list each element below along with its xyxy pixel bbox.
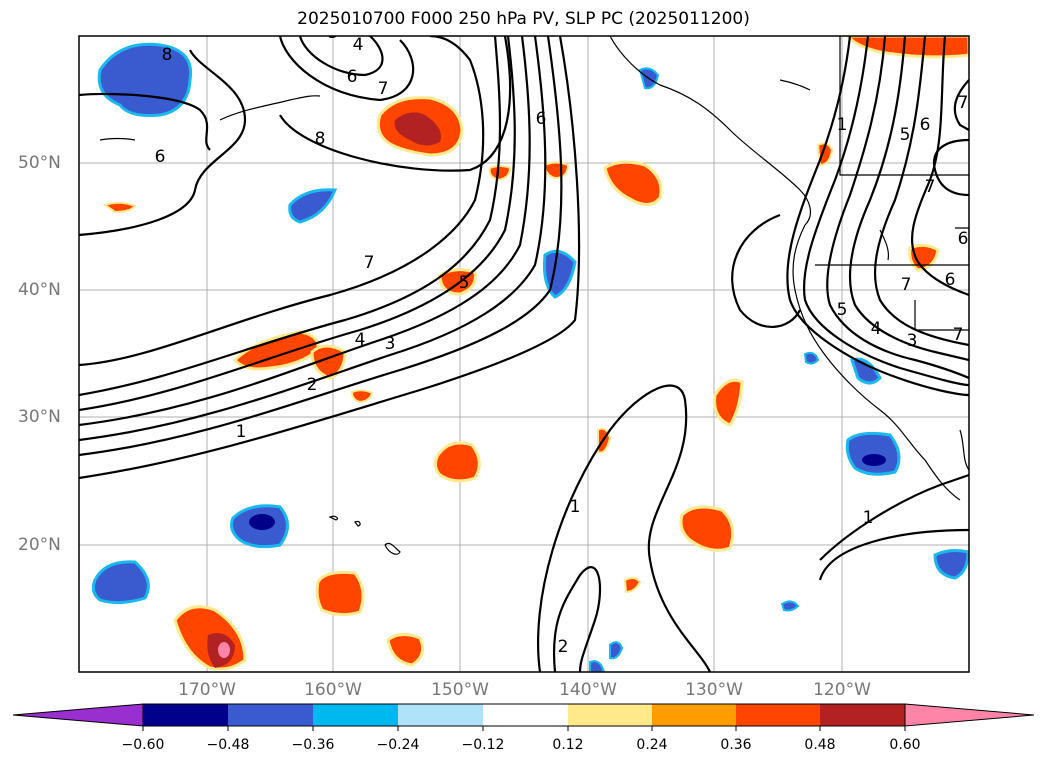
contour-label: 5: [459, 273, 470, 293]
pv-blob-positive-max: [218, 642, 230, 658]
colorbar-tick-label: −0.60: [121, 737, 165, 753]
colorbar-tick-label: 0.48: [804, 737, 836, 753]
colorbar-swatch: [820, 704, 905, 726]
pv-blob-negative: [803, 351, 820, 365]
contour-label: 7: [953, 325, 964, 345]
contour-label: 6: [945, 270, 956, 290]
pv-blob-positive: [679, 505, 735, 552]
contour-labels: 8 4 3 6 7 8 6 6 7 5 4 3 2 1 1 2 1 1 7 6 …: [155, 23, 969, 657]
pv-blob-positive: [102, 201, 137, 214]
colorbar-tick-label: −0.36: [291, 737, 335, 753]
colorbar-extend-low: [12, 703, 144, 727]
lon-label: 120°W: [813, 680, 871, 700]
coastlines: [99, 36, 969, 555]
contour-label: 8: [162, 45, 173, 65]
map-frame: [78, 35, 970, 673]
pv-blob-negative: [850, 357, 882, 385]
pv-blob-positive: [433, 441, 481, 483]
pv-blob-positive: [816, 142, 834, 167]
contour-label: 1: [236, 422, 247, 442]
pv-blob-positive: [603, 160, 663, 206]
pv-blob-positive: [350, 389, 374, 404]
contour-label: 7: [378, 79, 389, 99]
contour-label: 7: [901, 275, 912, 295]
colorbar-swatch: [313, 704, 398, 726]
colorbar-tick-label: 0.36: [720, 737, 752, 753]
colorbar-swatch: [652, 704, 736, 726]
pv-blob-negative: [933, 549, 969, 580]
contour-label: 7: [925, 177, 936, 197]
contour-label: 2: [307, 375, 318, 395]
pv-blob-negative: [91, 560, 150, 605]
contour-label: 5: [837, 300, 848, 320]
colorbar-swatch: [736, 704, 820, 726]
contour-label: 3: [385, 334, 396, 354]
colorbar-swatch: [143, 704, 228, 726]
contour-label: 6: [920, 115, 931, 135]
pv-blob-positive: [908, 243, 940, 272]
pv-blob-positive: [543, 161, 570, 180]
pv-blob-positive: [846, 36, 969, 59]
contour-label: 7: [958, 93, 969, 113]
pv-blob-negative-core: [249, 514, 275, 530]
lat-label: 20°N: [18, 535, 61, 555]
contour-label: 3: [907, 331, 918, 351]
colorbar-tick-label: −0.24: [376, 737, 420, 753]
colorbar-tick-label: 0.60: [889, 737, 921, 753]
pv-blob-positive: [713, 378, 744, 427]
contour-label: 1: [837, 115, 848, 135]
contour-label: 4: [871, 319, 882, 339]
pv-blob-negative: [845, 431, 901, 476]
colorbar-swatch: [568, 704, 652, 726]
pv-blob-positive: [623, 576, 642, 594]
lon-label: 130°W: [685, 680, 743, 700]
colorbar-swatch: [483, 704, 568, 726]
lon-label: 150°W: [431, 680, 489, 700]
pv-blob-negative-core: [862, 454, 886, 466]
colorbar-extend-high: [904, 703, 1035, 727]
pv-blob-negative: [609, 641, 624, 660]
lon-label: 170°W: [178, 680, 236, 700]
contour-label: 6: [155, 147, 166, 167]
contour-label: 4: [355, 330, 366, 350]
pv-blob-negative: [780, 600, 800, 612]
lat-label: 40°N: [18, 280, 61, 300]
pv-shading: [91, 36, 969, 672]
lat-label: 50°N: [18, 153, 61, 173]
colorbar-tick-label: 0.24: [636, 737, 668, 753]
contour-label: 3: [328, 23, 339, 43]
pv-blob-negative: [288, 188, 338, 224]
colorbar: [12, 703, 1035, 731]
contour-label: 6: [347, 67, 358, 87]
contour-label: 8: [315, 129, 326, 149]
pv-blob-positive: [488, 165, 512, 182]
lon-label: 140°W: [559, 680, 617, 700]
chart-title: 2025010700 F000 250 hPa PV, SLP PC (2025…: [297, 9, 750, 29]
contour-label: 1: [863, 508, 874, 528]
contour-label: 6: [958, 229, 969, 249]
colorbar-swatch: [398, 704, 483, 726]
pv-blob-negative: [589, 660, 606, 672]
pv-blob-positive-core: [394, 112, 441, 146]
colorbar-tick-label: −0.48: [206, 737, 250, 753]
lon-label: 160°W: [304, 680, 362, 700]
contour-label: 5: [900, 125, 911, 145]
pv-blob-positive: [386, 633, 425, 667]
contour-label: 6: [536, 109, 547, 129]
contour-label: 4: [353, 35, 364, 55]
contour-label: 2: [558, 637, 569, 657]
colorbar-swatch: [228, 704, 313, 726]
pv-blob-positive: [315, 570, 365, 617]
contour-label: 7: [364, 253, 375, 273]
contour-label: 1: [570, 497, 581, 517]
slp-contours: [79, 36, 969, 672]
lat-label: 30°N: [18, 407, 61, 427]
colorbar-tick-label: −0.12: [461, 737, 505, 753]
colorbar-tick-label: 0.12: [552, 737, 584, 753]
